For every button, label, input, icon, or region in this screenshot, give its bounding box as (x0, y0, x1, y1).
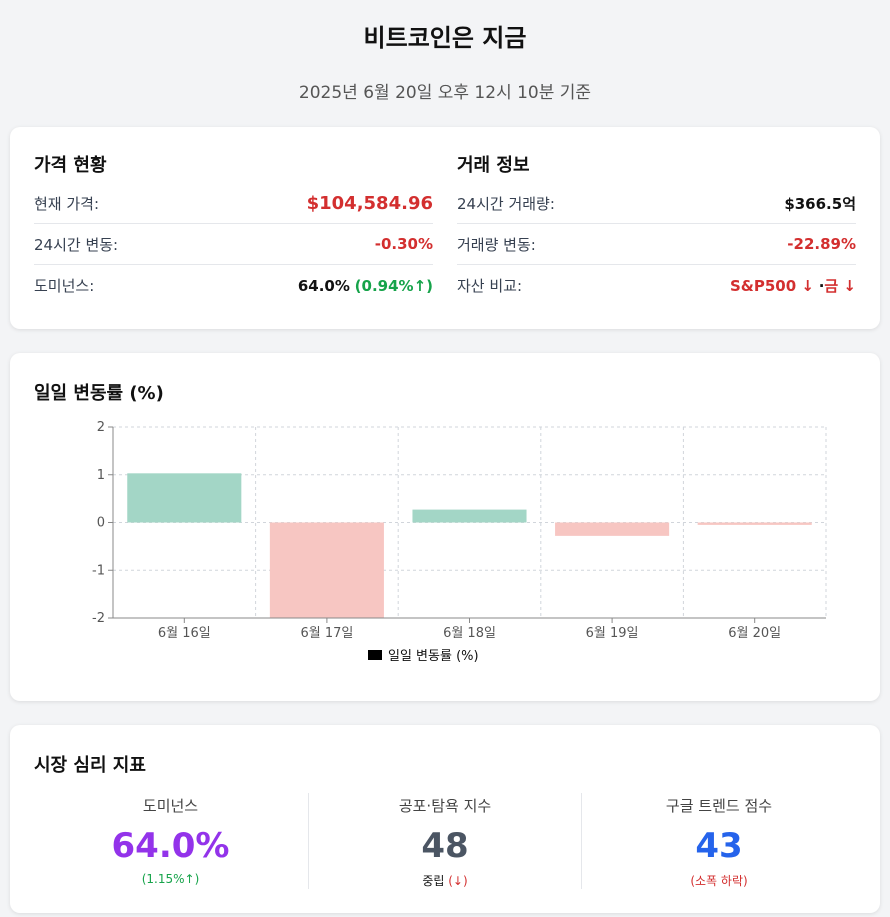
x-tick-label: 6월 17일 (300, 626, 353, 641)
asset-compare-value-group: S&P500 ↓ ·금 ↓ (730, 275, 856, 296)
price-status-title: 가격 현황 (34, 155, 107, 176)
dominance-indicator-value: 64.0% (111, 826, 230, 866)
compare-separator: · (818, 277, 825, 295)
y-tick-label: -2 (92, 611, 105, 626)
dominance-value-group: 64.0% (0.94%↑) (298, 277, 433, 295)
bar (412, 509, 527, 523)
trade-info-section: 거래 정보 24시간 거래량: $366.5억 거래량 변동: -22.89% … (457, 151, 856, 306)
current-price-label: 현재 가격: (34, 194, 100, 213)
dominance-change: (0.94%↑) (354, 276, 433, 295)
asset-compare-label: 자산 비교: (457, 277, 523, 295)
google-trends-label: 구글 트렌드 점수 (665, 797, 773, 815)
google-trends-indicator: 구글 트렌드 점수 43 (소폭 하락) (582, 793, 856, 889)
fear-greed-status: 중립 (↓) (309, 872, 581, 889)
volume-change-row: 거래량 변동: -22.89% (457, 224, 856, 265)
dominance-label: 도미넌스: (34, 277, 95, 295)
change-24h-row: 24시간 변동: -0.30% (34, 224, 433, 265)
dominance-value: 64.0% (297, 276, 350, 295)
dominance-row: 도미넌스: 64.0% (0.94%↑) (34, 265, 433, 306)
dominance-indicator: 도미넌스 64.0% (1.15%↑) (34, 793, 307, 889)
volume-change-value: -22.89% (787, 235, 856, 253)
x-tick-label: 6월 20일 (728, 626, 781, 641)
y-tick-label: 2 (97, 420, 105, 435)
google-trends-value: 43 (695, 826, 743, 866)
current-price-row: 현재 가격: $104,584.96 (34, 183, 433, 224)
fear-greed-indicator: 공포·탐욕 지수 48 중립 (↓) (308, 793, 582, 889)
volume-24h-row: 24시간 거래량: $366.5억 (457, 183, 856, 224)
y-tick-label: 1 (97, 468, 105, 483)
daily-change-chart: -2 -1 0 1 2 6월 16일 6월 17일 6월 18일 6월 19일 6월 20일일일 … (92, 420, 827, 664)
chart-title: 일일 변동률 (%) (34, 383, 164, 404)
fear-greed-status-text: 중립 (422, 874, 445, 888)
trade-info-title: 거래 정보 (457, 155, 530, 176)
page-subtitle: 2025년 6월 20일 오후 12시 10분 기준 (298, 83, 592, 103)
bar (555, 522, 670, 536)
market-info-card: 가격 현황 현재 가격: $104,584.96 24시간 변동: -0.30%… (10, 127, 880, 329)
bar (269, 522, 384, 618)
change-24h-value: -0.30% (374, 235, 433, 253)
volume-24h-value: $366.5억 (784, 194, 856, 213)
fear-greed-status-arrow: (↓) (448, 874, 468, 888)
y-tick-label: -1 (92, 563, 105, 578)
fear-greed-value: 48 (421, 826, 469, 866)
dominance-indicator-change: (1.15%↑) (141, 872, 200, 886)
current-price-value: $104,584.96 (306, 192, 433, 214)
market-sentiment-card: 시장 심리 지표 도미넌스 64.0% (1.15%↑) 공포·탐욕 지수 48… (10, 725, 880, 913)
price-status-section: 가격 현황 현재 가격: $104,584.96 24시간 변동: -0.30%… (34, 151, 433, 306)
google-trends-change: (소폭 하락) (690, 874, 748, 888)
asset-compare-row: 자산 비교: S&P500 ↓ ·금 ↓ (457, 265, 856, 306)
fear-greed-label: 공포·탐욕 지수 (398, 797, 492, 815)
x-tick-label: 6월 19일 (586, 626, 639, 641)
legend-swatch (368, 650, 382, 660)
y-tick-label: 0 (97, 516, 105, 531)
sp500-compare: S&P500 ↓ (729, 277, 814, 295)
bar (127, 473, 242, 523)
legend-label: 일일 변동률 (%) (388, 649, 479, 664)
daily-change-chart-card: 일일 변동률 (%) -2 -1 0 1 2 6월 16일 6월 17일 6월 18일 6월 1… (10, 353, 880, 701)
change-24h-label: 24시간 변동: (34, 235, 119, 254)
volume-change-label: 거래량 변동: (457, 235, 536, 254)
dominance-indicator-label: 도미넌스 (142, 797, 199, 815)
volume-24h-label: 24시간 거래량: (457, 194, 555, 213)
gold-compare: 금 ↓ (824, 277, 856, 295)
x-tick-label: 6월 16일 (158, 626, 211, 641)
page-title: 비트코인은 지금 (363, 24, 527, 52)
x-tick-label: 6월 18일 (443, 626, 496, 641)
sentiment-title: 시장 심리 지표 (34, 755, 146, 776)
bar (697, 522, 812, 525)
